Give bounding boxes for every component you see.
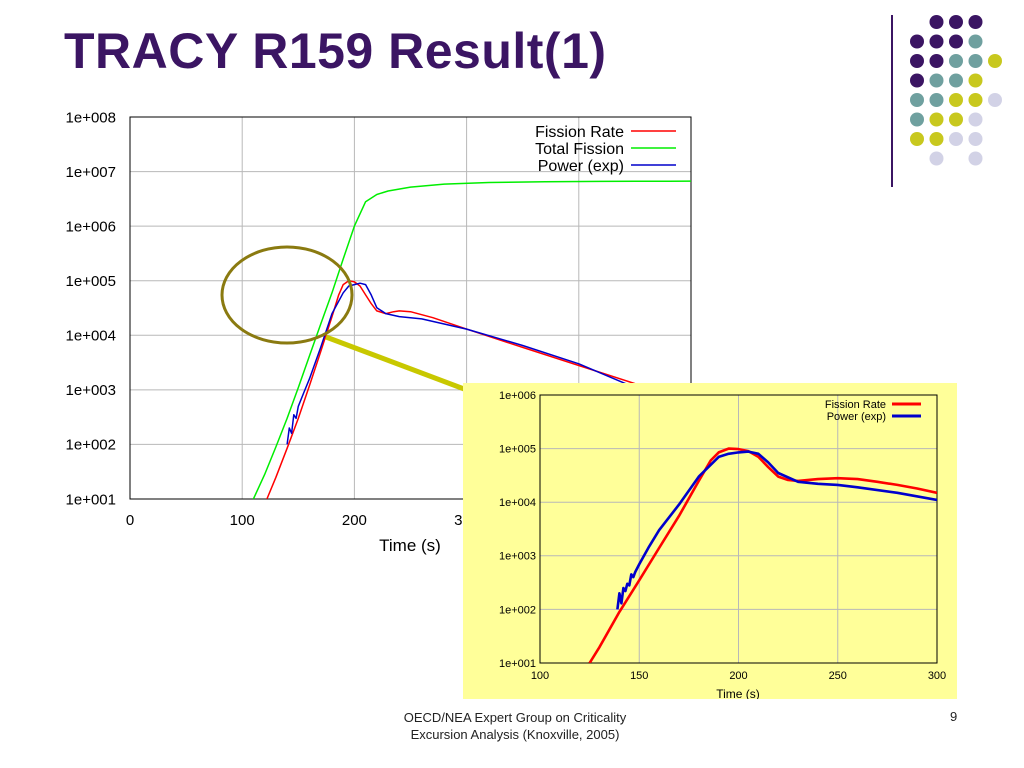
decorative-dot: [949, 34, 963, 49]
decorative-dot: [929, 73, 944, 88]
inset-chart: 1e+001 1e+002 1e+003 1e+004 1e+005 1e+006 100…: [463, 383, 957, 699]
inset-y-tick-label: 1e+003: [499, 551, 536, 563]
inset-x-tick-label: 100: [531, 670, 549, 682]
inset-legend-label-power-exp: Power (exp): [827, 411, 886, 423]
zoom-arrow-line: [325, 334, 489, 401]
main-legend-label-power-exp: Power (exp): [538, 158, 624, 175]
decorative-dot: [988, 54, 1002, 68]
inset-plot-frame: [539, 394, 938, 664]
page-number: 9: [950, 709, 958, 724]
inset-x-ticks: 100 150 200 250 300: [531, 670, 946, 682]
main-y-tick-label: 1e+003: [66, 382, 116, 399]
inset-x-tick-label: 200: [729, 670, 747, 682]
main-legend: Fission Rate Total Fission Power (exp): [535, 124, 676, 175]
decorative-dot: [949, 112, 963, 127]
footer-line-1: OECD/NEA Expert Group on Criticality: [403, 710, 627, 725]
main-y-tick-label: 1e+005: [66, 273, 116, 290]
decorative-dot: [949, 15, 963, 29]
inset-y-tick-label: 1e+006: [499, 390, 536, 402]
main-x-tick-label: 0: [126, 512, 134, 529]
inset-y-tick-label: 1e+004: [499, 497, 536, 509]
decorative-dot: [968, 112, 983, 127]
inset-y-ticks: 1e+001 1e+002 1e+003 1e+004 1e+005 1e+006: [499, 390, 536, 670]
title-divider-line: [891, 15, 893, 187]
decorative-dot: [929, 54, 944, 68]
inset-y-tick-label: 1e+005: [499, 443, 536, 455]
main-legend-label-fission-rate: Fission Rate: [535, 124, 624, 141]
decorative-dot: [968, 15, 983, 29]
decorative-dot-grid: [910, 15, 1002, 166]
decorative-dot: [910, 54, 924, 68]
main-y-tick-label: 1e+001: [66, 491, 116, 508]
slide-footer: OECD/NEA Expert Group on Criticality Exc…: [350, 709, 680, 743]
main-y-ticks: 1e+001 1e+002 1e+003 1e+004 1e+005 1e+006 1e+0…: [66, 109, 116, 508]
slide-title: TRACY R159 Result(1): [64, 23, 607, 79]
inset-y-tick-label: 1e+001: [499, 658, 536, 670]
decorative-dot: [910, 93, 924, 107]
decorative-dot: [968, 93, 983, 107]
main-x-tick-label: 200: [342, 512, 367, 529]
decorative-dot: [929, 93, 944, 107]
main-y-tick-label: 1e+004: [66, 328, 116, 345]
decorative-dot: [949, 73, 963, 88]
main-y-tick-label: 1e+007: [66, 164, 116, 181]
decorative-dot: [910, 73, 924, 88]
decorative-dot: [929, 15, 944, 29]
main-legend-label-total-fission: Total Fission: [535, 141, 624, 158]
decorative-dot: [968, 34, 983, 49]
inset-legend: Fission Rate Power (exp): [825, 399, 921, 423]
decorative-dot: [968, 73, 983, 88]
main-xlabel: Time (s): [379, 536, 441, 555]
inset-legend-label-fission-rate: Fission Rate: [825, 399, 886, 411]
inset-x-tick-label: 300: [928, 670, 946, 682]
inset-x-tick-label: 250: [829, 670, 847, 682]
decorative-dot: [968, 132, 983, 146]
decorative-dot: [949, 132, 963, 146]
decorative-dot: [929, 151, 944, 166]
decorative-dot: [929, 112, 944, 127]
inset-series-power-exp: [616, 450, 937, 610]
decorative-dot: [910, 132, 924, 146]
inset-xlabel: Time (s): [716, 687, 760, 699]
main-y-tick-label: 1e+008: [66, 109, 116, 126]
inset-series: [588, 447, 937, 663]
main-x-tick-label: 100: [230, 512, 255, 529]
main-plot-frame: [129, 116, 692, 500]
decorative-dot: [929, 132, 944, 146]
main-y-tick-label: 1e+006: [66, 218, 116, 235]
footer-line-2: Excursion Analysis (Knoxville, 2005): [410, 727, 620, 742]
inset-x-tick-label: 150: [630, 670, 648, 682]
decorative-dot: [949, 54, 963, 68]
decorative-dot: [910, 112, 924, 127]
peak-highlight-ellipse: [220, 245, 354, 345]
decorative-dot: [949, 93, 963, 107]
inset-background: [463, 383, 957, 699]
decorative-dot: [968, 151, 983, 166]
inset-y-tick-label: 1e+002: [499, 604, 536, 616]
decorative-dot: [910, 34, 924, 49]
main-series-fission-rate: [266, 279, 636, 499]
decorative-dot: [988, 93, 1002, 107]
decorative-dot: [968, 54, 983, 68]
decorative-dot: [929, 34, 944, 49]
main-series-total-fission: [252, 180, 691, 499]
main-y-tick-label: 1e+002: [66, 437, 116, 454]
